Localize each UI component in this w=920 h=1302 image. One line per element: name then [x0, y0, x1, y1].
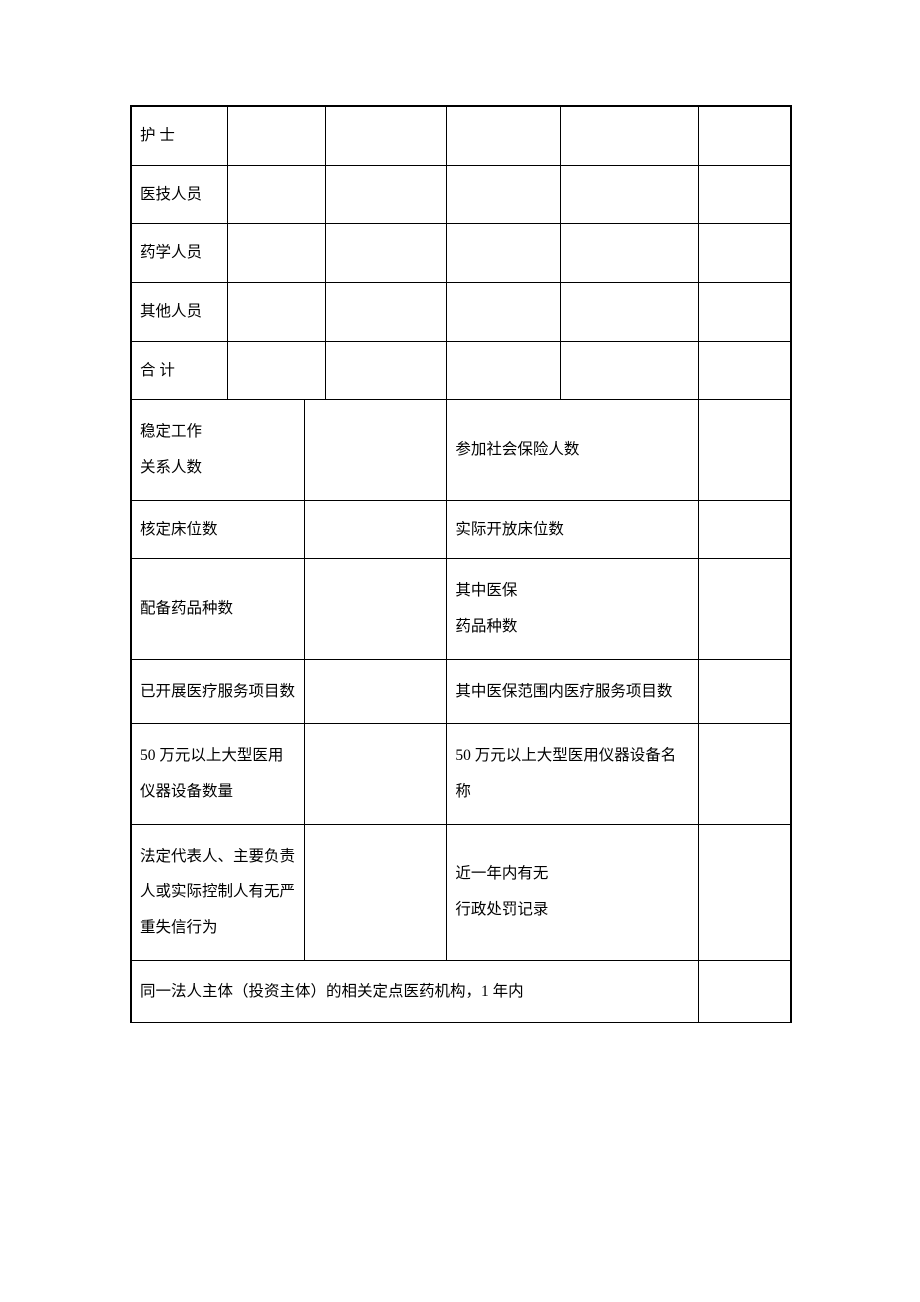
field-label: 法定代表人、主要负责人或实际控制人有无严重失信行为 — [132, 825, 304, 960]
field-label: 参加社会保险人数 — [447, 418, 697, 482]
table-row: 50 万元以上大型医用仪器设备数量 50 万元以上大型医用仪器设备名称 — [132, 724, 791, 824]
field-label: 50 万元以上大型医用仪器设备名称 — [447, 724, 697, 823]
row-value — [561, 294, 698, 330]
field-label: 其中医保范围内医疗服务项目数 — [447, 660, 697, 724]
row-label: 药学人员 — [132, 224, 227, 282]
form-table-section1: 护 士 医技人员 药学人员 — [131, 106, 791, 1022]
row-label: 其他人员 — [132, 283, 227, 341]
row-value — [447, 118, 560, 154]
row-value — [326, 294, 447, 330]
row-value — [326, 235, 447, 271]
table-row: 护 士 — [132, 107, 791, 166]
table-row: 稳定工作关系人数 参加社会保险人数 — [132, 400, 791, 500]
field-label: 实际开放床位数 — [447, 501, 697, 559]
field-value — [305, 595, 447, 623]
field-label: 配备药品种数 — [132, 577, 304, 641]
row-value — [699, 118, 790, 154]
field-value — [699, 436, 790, 464]
row-value — [228, 118, 324, 154]
row-value — [228, 177, 324, 213]
row-value — [447, 235, 560, 271]
table-row: 已开展医疗服务项目数 其中医保范围内医疗服务项目数 — [132, 659, 791, 724]
field-value — [305, 436, 447, 464]
field-value — [699, 512, 790, 548]
field-value — [305, 760, 447, 788]
field-value — [305, 678, 447, 706]
table-row: 其他人员 — [132, 283, 791, 342]
field-value — [699, 760, 790, 788]
row-value — [561, 353, 698, 389]
field-label: 50 万元以上大型医用仪器设备数量 — [132, 724, 304, 823]
table-row: 药学人员 — [132, 224, 791, 283]
table-row: 核定床位数 实际开放床位数 — [132, 500, 791, 559]
table-row: 合 计 — [132, 341, 791, 400]
row-value — [326, 353, 447, 389]
row-value — [699, 177, 790, 213]
field-value — [305, 878, 447, 906]
row-value — [228, 235, 324, 271]
field-label: 核定床位数 — [132, 501, 304, 559]
table-row: 同一法人主体（投资主体）的相关定点医药机构，1 年内 — [132, 960, 791, 1022]
field-label: 已开展医疗服务项目数 — [132, 660, 304, 724]
field-value — [699, 595, 790, 623]
field-value — [699, 678, 790, 706]
row-value — [326, 177, 447, 213]
row-value — [561, 118, 698, 154]
row-value — [447, 177, 560, 213]
footer-value — [699, 973, 790, 1009]
row-value — [447, 353, 560, 389]
table-row: 配备药品种数 其中医保药品种数 — [132, 559, 791, 659]
field-value — [305, 512, 447, 548]
row-value — [561, 177, 698, 213]
row-value — [326, 118, 447, 154]
field-value — [699, 878, 790, 906]
row-value — [228, 294, 324, 330]
row-value — [699, 294, 790, 330]
row-value — [561, 235, 698, 271]
form-table-container: 护 士 医技人员 药学人员 — [130, 105, 792, 1023]
table-row: 法定代表人、主要负责人或实际控制人有无严重失信行为 近一年内有无行政处罚记录 — [132, 824, 791, 960]
row-value — [699, 235, 790, 271]
row-label: 护 士 — [132, 107, 227, 165]
row-label: 医技人员 — [132, 166, 227, 224]
row-value — [699, 353, 790, 389]
field-label: 近一年内有无行政处罚记录 — [447, 842, 697, 941]
footer-label: 同一法人主体（投资主体）的相关定点医药机构，1 年内 — [132, 961, 698, 1023]
table-row: 医技人员 — [132, 165, 791, 224]
row-value — [447, 294, 560, 330]
field-label: 其中医保药品种数 — [447, 559, 697, 658]
field-label: 稳定工作关系人数 — [132, 400, 304, 499]
row-label: 合 计 — [132, 342, 227, 400]
row-value — [228, 353, 324, 389]
